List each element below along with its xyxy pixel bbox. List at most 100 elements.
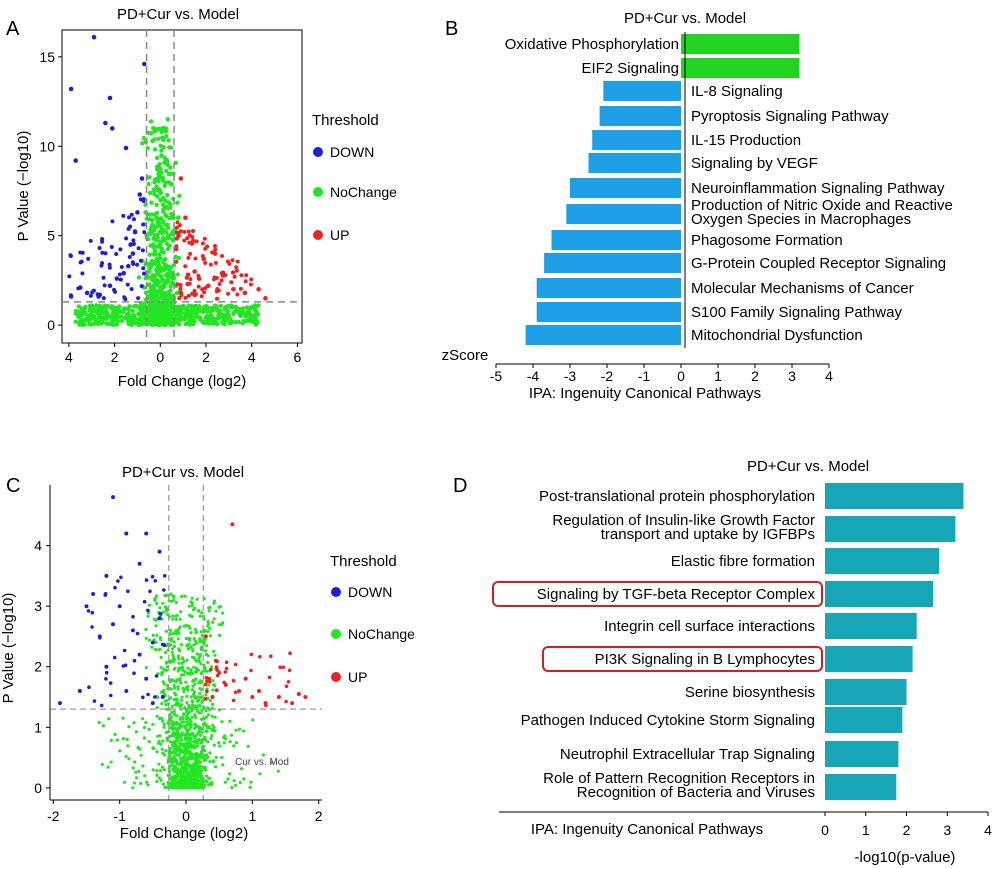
nochange-point [162, 725, 166, 729]
nochange-point [161, 601, 165, 605]
nochange-point [155, 633, 159, 637]
up-point [220, 254, 224, 258]
nochange-point [112, 314, 118, 319]
nochange-point [93, 309, 99, 314]
nochange-point [192, 726, 196, 730]
legend-nochange-marker [313, 187, 323, 197]
nochange-point [101, 724, 105, 728]
bar-il-15-production [592, 130, 681, 150]
nochange-point [194, 715, 198, 719]
nochange-point [168, 632, 172, 636]
nochange-point [176, 322, 182, 327]
down-point [108, 681, 113, 685]
nochange-point [100, 762, 104, 767]
nochange-point [161, 307, 167, 312]
nochange-point [205, 305, 210, 310]
nochange-point [195, 597, 199, 601]
nochange-point [173, 254, 178, 259]
nochange-point [154, 618, 158, 622]
up-point [177, 296, 182, 301]
up-point [186, 272, 191, 277]
nochange-point [164, 730, 168, 735]
nochange-point [164, 241, 170, 246]
nochange-point [170, 751, 174, 755]
bar-molecular-mechanisms-of-cancer [536, 278, 681, 298]
nochange-point [127, 319, 132, 325]
nochange-point [116, 305, 121, 311]
nochange-point [174, 291, 180, 296]
nochange-point [197, 739, 201, 743]
category-label: Serine biosynthesis [685, 684, 815, 701]
down-point [112, 655, 117, 660]
category-label: Neutrophil Extracellular Trap Signaling [560, 746, 815, 763]
up-point [190, 240, 195, 246]
nochange-point [132, 313, 137, 318]
nochange-point [230, 786, 234, 790]
down-point [136, 246, 141, 251]
nochange-point [222, 741, 226, 745]
x-tick-label: 0 [182, 808, 190, 824]
nochange-point [167, 145, 172, 150]
nochange-point [188, 774, 192, 778]
nochange-point [164, 703, 168, 707]
up-point [178, 283, 183, 287]
nochange-point [171, 653, 175, 658]
nochange-point [144, 721, 148, 725]
nochange-point [88, 308, 94, 313]
nochange-point [167, 702, 171, 706]
nochange-point [204, 723, 208, 727]
nochange-point [186, 666, 190, 670]
nochange-point [166, 306, 171, 312]
down-point [121, 664, 126, 668]
up-point [188, 277, 193, 282]
nochange-point [190, 778, 194, 782]
down-point [135, 631, 140, 636]
nochange-point [157, 252, 162, 257]
nochange-point [119, 318, 124, 323]
nochange-point [186, 746, 190, 750]
nochange-point [223, 737, 228, 741]
nochange-point [203, 669, 207, 673]
x-tick-label: 1 [248, 808, 256, 824]
down-point [142, 271, 146, 276]
nochange-point [198, 691, 202, 696]
nochange-point [225, 310, 231, 315]
up-point [257, 689, 261, 693]
nochange-point [190, 700, 194, 704]
up-point [231, 287, 236, 292]
panel-c-annotation: Cur vs. Mod [235, 757, 289, 768]
down-point [121, 270, 126, 276]
nochange-point [148, 321, 153, 326]
up-point [174, 230, 179, 235]
x-tick-label: 0 [677, 368, 685, 384]
nochange-point [134, 770, 138, 774]
y-tick-label: 2 [34, 659, 42, 675]
up-point [256, 287, 261, 292]
up-point [213, 658, 218, 663]
down-point [113, 585, 117, 590]
nochange-point [247, 316, 252, 322]
nochange-point [192, 665, 196, 669]
nochange-point [180, 765, 184, 769]
nochange-point [162, 722, 166, 726]
nochange-point [163, 650, 168, 655]
x-tick-label: 3 [788, 368, 796, 384]
up-point [191, 229, 195, 233]
nochange-point [176, 774, 180, 778]
down-point [124, 689, 129, 693]
up-point [174, 259, 179, 264]
down-point [117, 604, 122, 609]
up-point [226, 291, 231, 296]
nochange-point [206, 629, 210, 634]
nochange-point [177, 193, 182, 198]
up-point [183, 295, 188, 300]
x-tick-label: 2 [315, 808, 323, 824]
nochange-point [191, 678, 196, 682]
nochange-point [118, 749, 122, 753]
nochange-point [194, 677, 198, 681]
down-point [99, 703, 104, 708]
down-point [97, 246, 102, 250]
nochange-point [181, 742, 185, 746]
x-tick-label: 0 [156, 349, 164, 365]
nochange-point [106, 321, 112, 327]
